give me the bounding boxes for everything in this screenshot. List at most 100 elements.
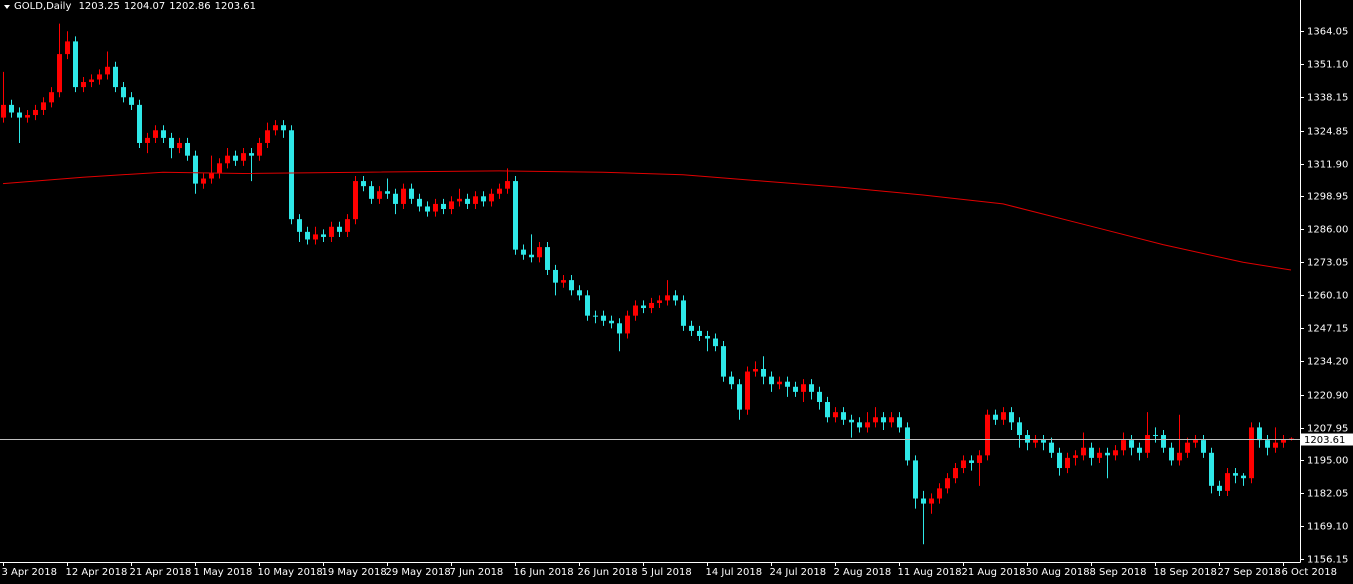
candle-body [345,219,350,232]
candle-body [1217,485,1222,491]
candle-body [641,305,646,309]
y-tick-label: 1338.15 [1307,93,1348,104]
x-tick-label: 26 Jun 2018 [578,567,638,578]
menu-triangle[interactable] [4,5,10,9]
candle-body [161,130,166,138]
candle-body [97,74,102,80]
y-tick-label: 1286.00 [1307,225,1348,236]
candle-body [729,376,734,385]
y-tick-label: 1311.90 [1307,160,1348,171]
candle-body [1073,455,1078,458]
x-tick-label: 16 Jun 2018 [514,567,574,578]
candle-body [873,417,878,423]
candle-body [761,368,766,377]
candle-body [1177,452,1182,461]
candle-body [289,130,294,220]
candle-body [449,201,454,210]
x-tick-label: 1 May 2018 [194,567,253,578]
candle-body [609,320,614,324]
candle-body [1081,447,1086,456]
x-tick-label: 7 Jun 2018 [450,567,504,578]
candle-body [1033,440,1038,443]
y-tick-label: 1195.00 [1307,456,1348,467]
candle-body [137,104,142,143]
candle-body [81,82,86,88]
candle-body [857,422,862,428]
ohlc-low: 1202.86 [169,1,211,12]
candle-body [537,247,542,258]
candle-body [993,414,998,420]
candle-body [233,155,238,161]
price-label-box [1301,433,1353,446]
candle-body [1113,450,1118,456]
candle-body [433,203,438,212]
x-tick-label: 11 Aug 2018 [898,567,962,578]
candle-body [217,163,222,174]
candle-body [57,54,62,93]
candle-body [321,234,326,237]
candle-body [209,173,214,179]
candle-body [89,79,94,83]
y-tick-label: 1182.05 [1307,489,1348,500]
candle-body [593,315,598,317]
y-tick-label: 1234.20 [1307,357,1348,368]
candle-body [809,384,814,392]
candle-body [393,193,398,204]
y-tick-label: 1156.15 [1307,555,1348,566]
candle-body [1233,473,1238,476]
candle-body [473,196,478,204]
candle-body [265,130,270,143]
candle-body [497,188,502,194]
candle-body [409,188,414,199]
candle-body [977,455,982,463]
candle-body [721,346,726,377]
candle-body [665,295,670,301]
candle-body [145,137,150,143]
candle-body [673,295,678,301]
price-label: 1203.61 [1304,435,1345,446]
y-tick-label: 1273.05 [1307,258,1348,269]
candle-body [913,460,918,499]
candle-body [129,97,134,105]
candle-body [833,412,838,418]
x-tick-label: 27 Sep 2018 [1218,567,1281,578]
candle-body [1169,447,1174,461]
candle-body [937,488,942,499]
candle-body [489,193,494,202]
candle-body [377,191,382,199]
candle-body [177,142,182,149]
ohlc-open: 1203.25 [78,1,120,12]
candle-body [1121,440,1126,451]
y-tick-label: 1324.85 [1307,127,1348,138]
candle-body [849,419,854,423]
x-tick-label: 14 Jul 2018 [706,567,763,578]
candle-body [1,104,6,118]
candle-body [481,196,486,202]
candle-body [513,181,518,250]
x-tick-label: 8 Sep 2018 [1090,567,1147,578]
candle-body [1001,412,1006,420]
candle-body [401,188,406,204]
candle-body [41,102,46,110]
ohlc-high: 1204.07 [123,1,166,12]
candle-body [17,112,22,118]
candle-body [561,280,566,283]
candle-body [625,315,630,334]
candle-body [1265,440,1270,448]
candle-body [33,109,38,116]
candle-body [329,226,334,237]
candle-body [441,203,446,210]
candle-body [521,249,526,255]
candle-body [633,305,638,316]
candle-body [65,41,70,55]
candle-body [201,178,206,184]
y-tick-label: 1220.90 [1307,391,1348,402]
candle-body [889,417,894,423]
y-tick-label: 1207.95 [1307,424,1348,435]
candle-body [153,130,158,138]
candle-body [817,391,822,403]
candle-body [657,300,662,303]
y-tick-label: 1247.15 [1307,324,1348,335]
candle-body [337,226,342,232]
